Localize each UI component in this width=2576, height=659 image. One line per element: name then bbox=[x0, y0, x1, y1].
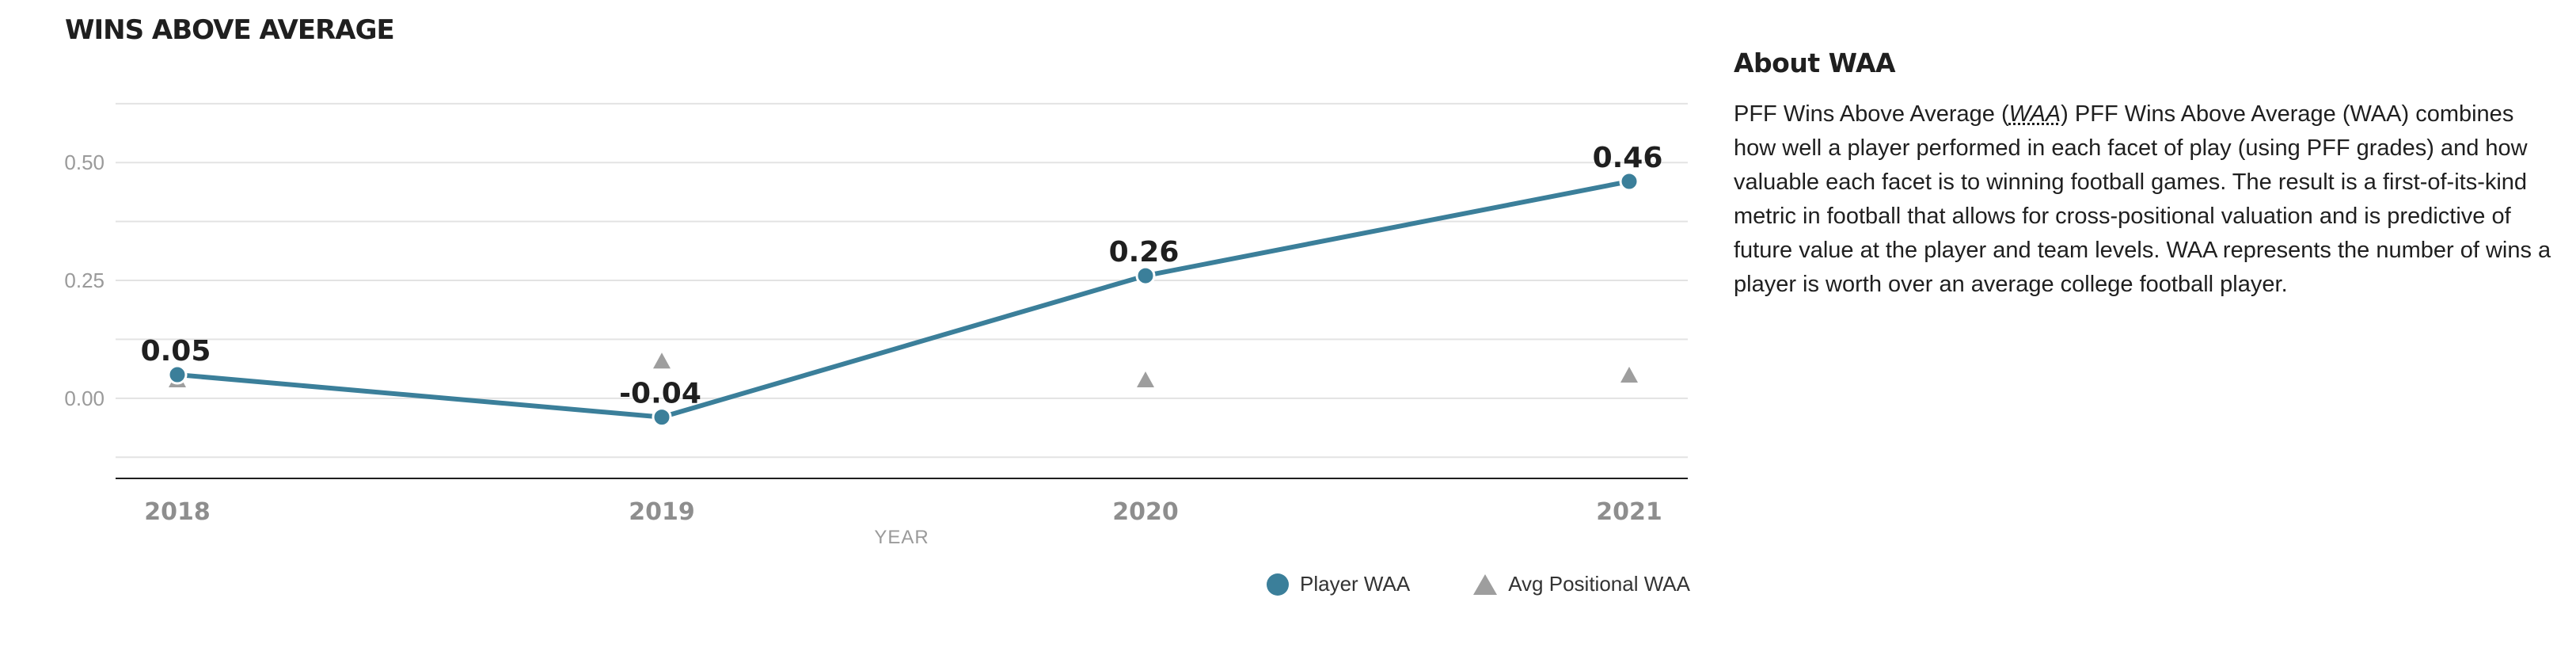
x-tick-label: 2019 bbox=[629, 498, 695, 526]
player-waa-point[interactable] bbox=[1619, 171, 1639, 192]
avg-waa-marker[interactable] bbox=[1137, 371, 1154, 388]
data-label: 0.05 bbox=[141, 335, 211, 368]
x-tick-label: 2018 bbox=[144, 498, 211, 526]
about-body: ) PFF Wins Above Average (WAA) combines … bbox=[1734, 101, 2551, 297]
about-title: About WAA bbox=[1734, 48, 1896, 78]
y-tick-label: 0.50 bbox=[64, 150, 104, 174]
x-tick-labels: 2018 2019 2020 2021 bbox=[144, 498, 1662, 526]
y-tick-labels: 0.00 0.25 0.50 bbox=[64, 150, 104, 410]
circle-marker-icon bbox=[1267, 573, 1289, 596]
legend: Player WAA Avg Positional WAA bbox=[1267, 572, 1690, 596]
data-label: 0.46 bbox=[1593, 142, 1663, 174]
legend-item-avg[interactable]: Avg Positional WAA bbox=[1473, 572, 1690, 596]
legend-item-player[interactable]: Player WAA bbox=[1267, 572, 1410, 596]
about-lead: PFF Wins Above Average ( bbox=[1734, 101, 2009, 127]
waa-abbreviation[interactable]: WAA bbox=[2008, 101, 2061, 127]
about-panel: About WAA PFF Wins Above Average (WAA) P… bbox=[1734, 48, 2557, 302]
legend-label-avg: Avg Positional WAA bbox=[1508, 572, 1690, 596]
player-waa-point[interactable] bbox=[1135, 265, 1156, 286]
x-tick-label: 2020 bbox=[1112, 498, 1179, 526]
avg-waa-marker[interactable] bbox=[653, 352, 671, 369]
data-label: 0.26 bbox=[1109, 236, 1180, 269]
avg-positional-series bbox=[169, 352, 1638, 388]
triangle-marker-icon bbox=[1473, 573, 1498, 595]
player-waa-point[interactable] bbox=[652, 407, 672, 428]
grid-lines bbox=[116, 102, 1688, 459]
data-label: -0.04 bbox=[619, 378, 701, 410]
chart-title: WINS ABOVE AVERAGE bbox=[65, 14, 395, 46]
waa-chart: 0.00 0.25 0.50 2018 2019 2020 2021 YEAR 0.05 -… bbox=[64, 102, 1688, 548]
y-tick-label: 0.25 bbox=[64, 269, 104, 292]
data-labels: 0.05 -0.04 0.26 0.46 bbox=[141, 142, 1663, 410]
player-waa-line bbox=[177, 179, 1630, 420]
x-axis-title: YEAR bbox=[874, 527, 929, 548]
avg-waa-marker[interactable] bbox=[1620, 367, 1638, 383]
about-text: PFF Wins Above Average (WAA) PFF Wins Ab… bbox=[1734, 97, 2557, 302]
y-tick-label: 0.00 bbox=[64, 387, 104, 410]
x-tick-label: 2021 bbox=[1596, 498, 1662, 526]
player-waa-point[interactable] bbox=[167, 364, 188, 385]
legend-label-player: Player WAA bbox=[1300, 572, 1411, 596]
player-waa-points bbox=[167, 171, 1639, 428]
